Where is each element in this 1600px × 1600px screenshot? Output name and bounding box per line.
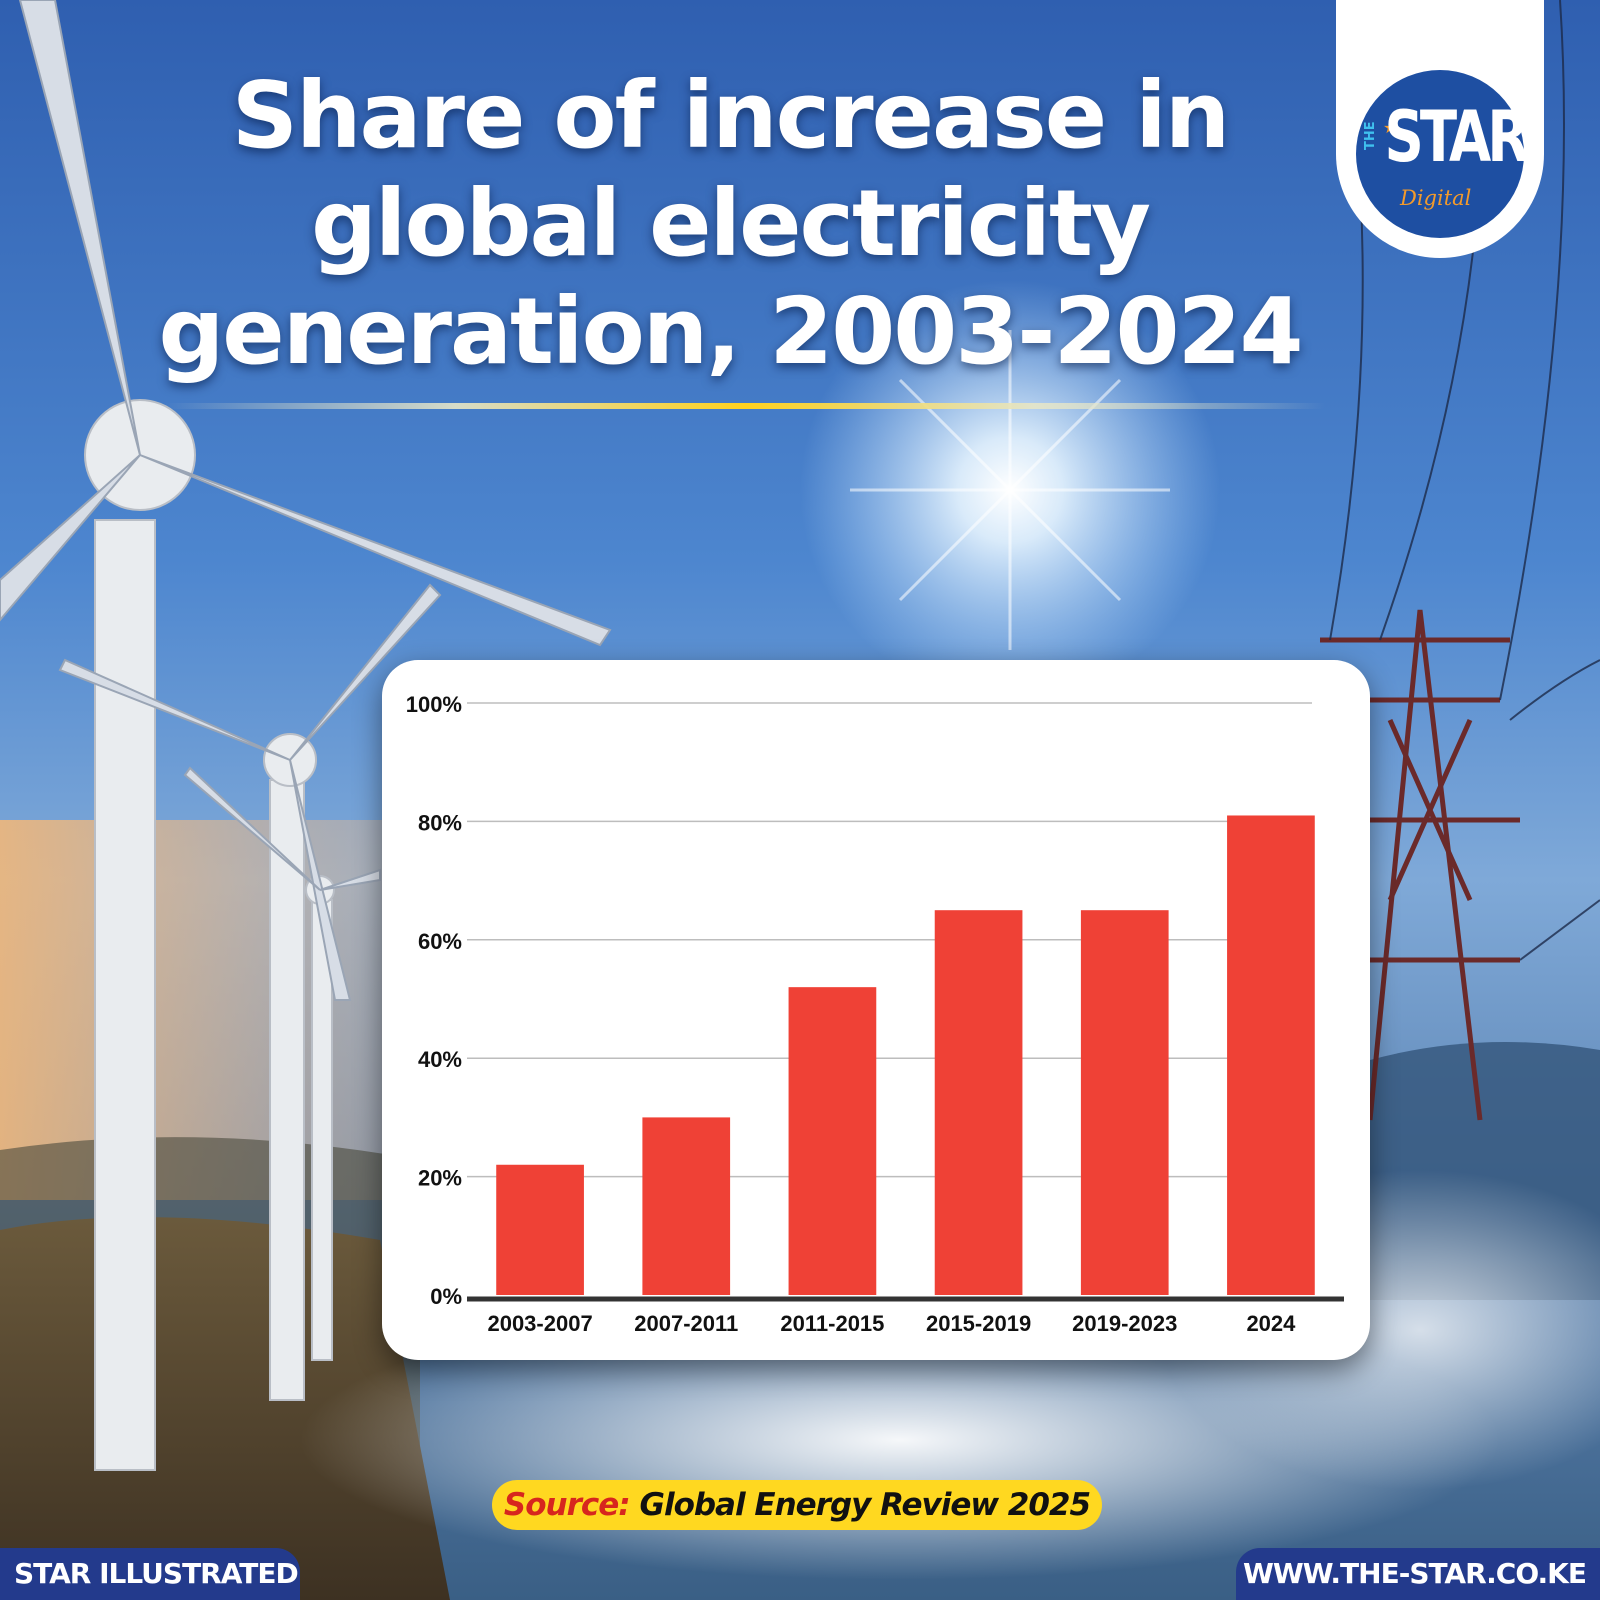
x-tick-label: 2015-2019 — [926, 1311, 1031, 1336]
footer-website-link[interactable]: WWW.THE-STAR.CO.KE — [1236, 1548, 1600, 1600]
title-line-2: global electricity — [311, 170, 1151, 277]
title-line-3: generation, 2003-2024 — [158, 278, 1303, 385]
bar — [1080, 910, 1169, 1295]
bar — [642, 1117, 731, 1295]
y-axis-labels: 0% 20% 40% 60% 80% 100% — [406, 692, 462, 1309]
page-title: Share of increase in global electricity … — [100, 62, 1360, 386]
y-tick-label: 80% — [418, 810, 462, 835]
source-pill: Source: Global Energy Review 2025 — [492, 1480, 1102, 1530]
y-tick-label: 20% — [418, 1166, 462, 1191]
x-axis-labels: 2003-2007 2007-2011 2011-2015 2015-2019 2019… — [487, 1311, 1296, 1336]
bar — [934, 910, 1023, 1295]
x-tick-label: 2024 — [1246, 1311, 1296, 1336]
bar — [496, 1164, 584, 1295]
footer-brand: STAR ILLUSTRATED — [0, 1548, 300, 1600]
source-label: Source: — [503, 1487, 631, 1523]
bar — [788, 987, 877, 1295]
y-tick-label: 100% — [406, 692, 462, 717]
y-tick-label: 0% — [430, 1284, 462, 1309]
logo-suffix: Digital — [1400, 186, 1472, 210]
title-underline — [165, 403, 1325, 409]
star-icon: ★ — [1383, 118, 1398, 137]
y-tick-label: 60% — [418, 929, 462, 954]
star-digital-logo — [1356, 70, 1524, 238]
grid-lines — [467, 702, 1312, 1178]
title-line-1: Share of increase in — [231, 62, 1231, 169]
x-tick-label: 2019-2023 — [1072, 1311, 1177, 1336]
logo-prefix: THE — [1363, 121, 1378, 150]
bar-chart: 0% 20% 40% 60% 80% 100% 2003-2007 2007-2011 201… — [406, 692, 1344, 1336]
bars — [496, 815, 1315, 1295]
x-tick-label: 2011-2015 — [780, 1311, 884, 1336]
x-tick-label: 2003-2007 — [487, 1311, 592, 1336]
logo-word: STAR — [1384, 96, 1530, 178]
source-value: Global Energy Review 2025 — [639, 1487, 1092, 1523]
x-tick-label: 2007-2011 — [634, 1311, 738, 1336]
y-tick-label: 40% — [418, 1047, 462, 1072]
bar — [1227, 815, 1315, 1295]
